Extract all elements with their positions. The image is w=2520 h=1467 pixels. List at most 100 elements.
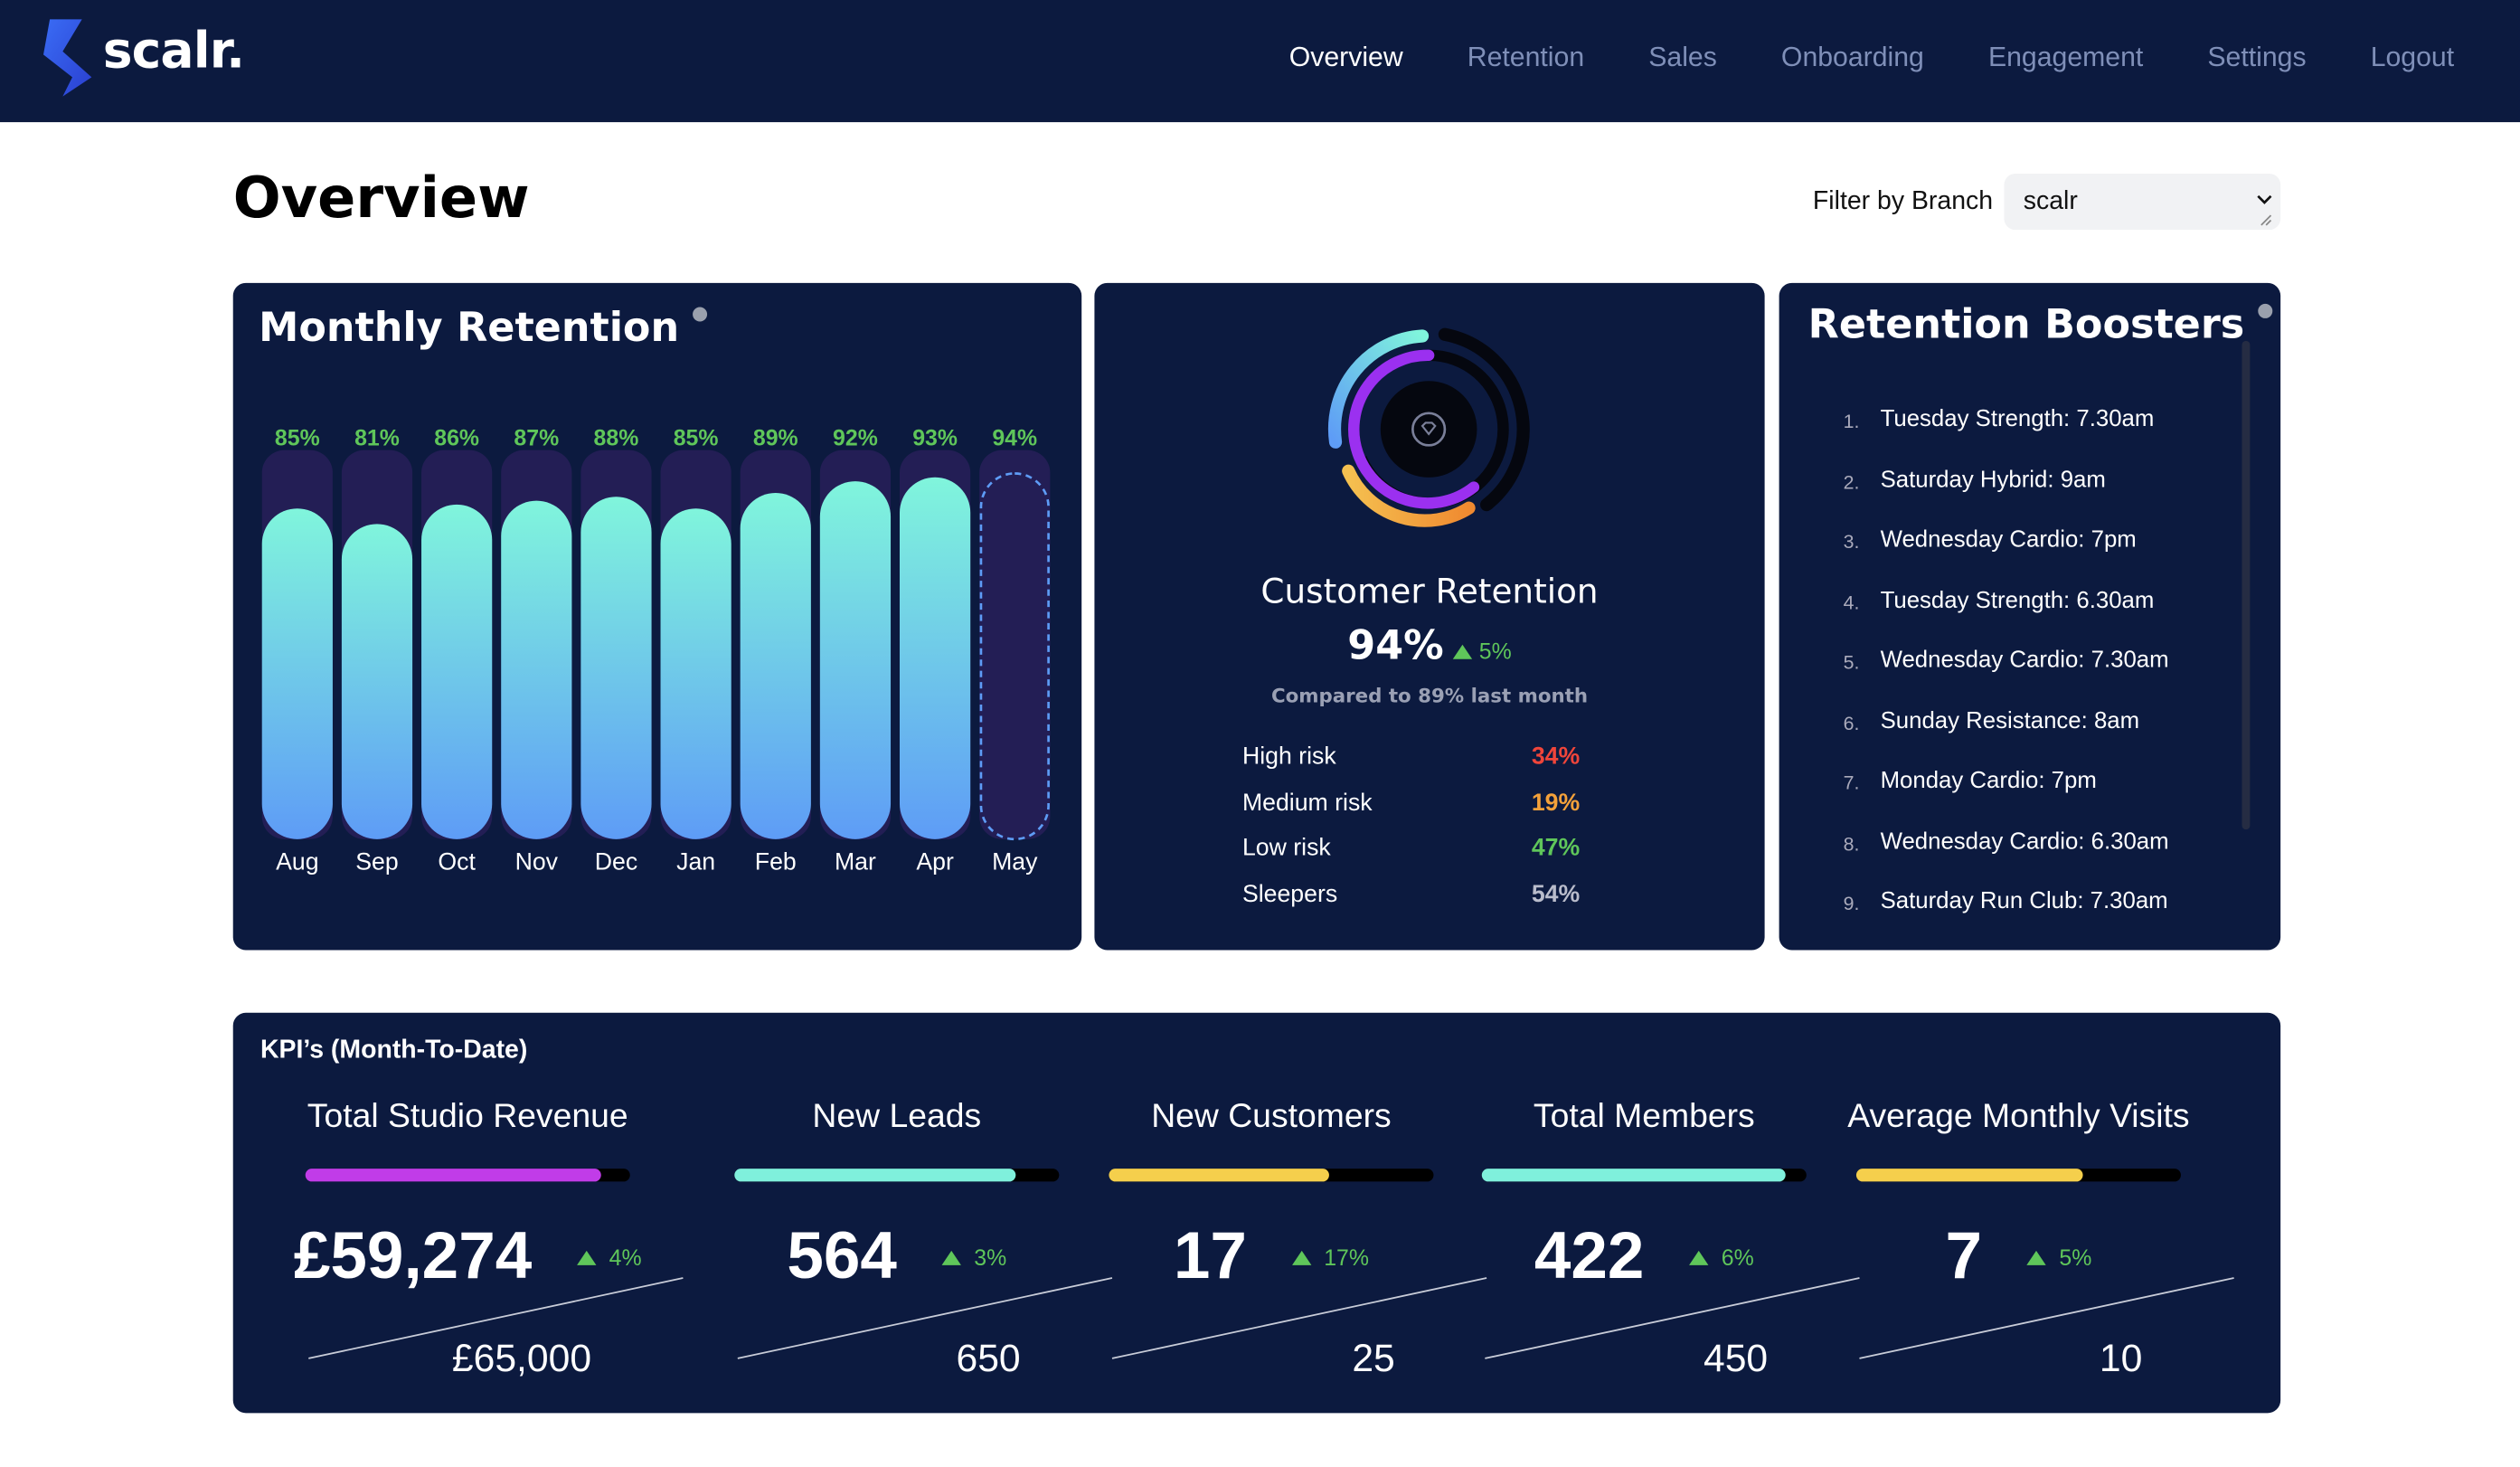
progress-track bbox=[305, 1169, 630, 1182]
progress-fill bbox=[734, 1169, 1016, 1182]
kpi-value: £59,274 bbox=[293, 1218, 533, 1293]
kpi: Total Members 422 6% 450 bbox=[1481, 1013, 1868, 1414]
divider bbox=[1485, 1277, 1860, 1359]
x-tick-label: May bbox=[992, 848, 1038, 875]
info-icon[interactable] bbox=[692, 307, 707, 322]
bar bbox=[341, 524, 413, 839]
up-arrow bbox=[1453, 644, 1473, 659]
risk-row: Sleepers 54% bbox=[1242, 880, 1580, 907]
nav-bar: scalr. Overview Retention Sales Onboarding E… bbox=[0, 0, 2520, 123]
kpi: Average Monthly Visits 7 5% 10 bbox=[1847, 1013, 2242, 1414]
divider-line bbox=[1485, 1277, 1860, 1359]
kpi-name: New Customers bbox=[1151, 1097, 1392, 1135]
scrollbar[interactable] bbox=[2242, 340, 2251, 830]
page-title: Overview bbox=[232, 166, 530, 232]
nav-item[interactable]: Logout bbox=[2370, 42, 2455, 72]
retention-chart-card: Monthly Retention 85% Aug 81% Sep 86% Oct 87% N… bbox=[232, 282, 1082, 951]
divider-line bbox=[1111, 1277, 1487, 1359]
logo[interactable]: scalr. bbox=[102, 22, 245, 80]
risk-value: 19% bbox=[1531, 788, 1581, 817]
risk-row: Low risk 47% bbox=[1242, 834, 1580, 861]
customer-retention-card: Customer Retention 94% 5% Compared to 89… bbox=[1094, 282, 1765, 951]
bar-chart: 85% Aug 81% Sep 86% Oct 87% Nov 88% Dec 85% Jan 89% F… bbox=[261, 425, 1051, 875]
up-arrow bbox=[941, 1249, 962, 1264]
retention-title: Customer Retention bbox=[1260, 572, 1599, 611]
divider bbox=[1859, 1277, 2234, 1359]
info-icon[interactable] bbox=[2257, 303, 2272, 318]
risk-label: Low risk bbox=[1241, 834, 1331, 862]
nav-item[interactable]: Onboarding bbox=[1780, 42, 1924, 72]
filter-label: Filter by Branch bbox=[1812, 187, 1994, 216]
bar bbox=[899, 477, 971, 839]
change-text: 5% bbox=[1478, 638, 1512, 665]
bar bbox=[740, 492, 811, 839]
booster-text: Monday Cardio: 7pm bbox=[1880, 768, 2097, 795]
nav-item[interactable]: Sales bbox=[1648, 42, 1717, 72]
risk-label: High risk bbox=[1241, 743, 1336, 771]
kpi-title: KPI’s (Month-To-Date) bbox=[260, 1036, 528, 1065]
retention-value-row: 94% 5% bbox=[1094, 622, 1764, 669]
nav-item[interactable]: Engagement bbox=[1987, 42, 2144, 72]
booster-item: Tuesday Strength: 6.30am bbox=[1779, 588, 2245, 623]
booster-item: Saturday Run Club: 7.30am bbox=[1779, 889, 2245, 916]
bar bbox=[421, 504, 493, 839]
kpi-target: 450 bbox=[1703, 1337, 1769, 1381]
nav-item[interactable]: Overview bbox=[1288, 42, 1403, 72]
boosters-card: Retention Boosters Tuesday Strength: 7.3… bbox=[1779, 282, 2281, 951]
comparison: Compared to 89% last month bbox=[1270, 685, 1589, 708]
value-label: 94% bbox=[992, 425, 1037, 450]
progress-fill bbox=[1481, 1169, 1787, 1182]
x-tick-label: Aug bbox=[276, 848, 318, 875]
x-tick-label: Mar bbox=[835, 848, 876, 875]
change-text: 3% bbox=[974, 1243, 1007, 1270]
bar bbox=[261, 508, 333, 839]
booster-number bbox=[1779, 591, 1860, 613]
kpi-target: 25 bbox=[1352, 1337, 1395, 1381]
logo-icon bbox=[42, 19, 92, 97]
bar bbox=[501, 500, 572, 839]
select-arrow bbox=[2257, 194, 2272, 226]
kpi: New Customers 17 17% 25 bbox=[1109, 1013, 1495, 1414]
progress-fill bbox=[305, 1169, 602, 1182]
progress-fill bbox=[1855, 1169, 2084, 1182]
value-label: 81% bbox=[354, 425, 400, 450]
booster-number bbox=[1779, 531, 1860, 554]
value-label: 89% bbox=[753, 425, 798, 450]
kpi: New Leads 564 3% 650 bbox=[734, 1013, 1120, 1414]
booster-item: Sunday Resistance: 8am bbox=[1779, 708, 2245, 743]
divider-line bbox=[1859, 1277, 2234, 1359]
value-label: 85% bbox=[275, 425, 320, 450]
divider-line bbox=[308, 1277, 684, 1359]
value-label: 87% bbox=[514, 425, 559, 450]
value-label: 93% bbox=[912, 425, 958, 450]
kpi-change: 5% bbox=[2026, 1244, 2091, 1269]
nav-item[interactable]: Settings bbox=[2207, 42, 2307, 72]
progress-fill bbox=[1109, 1169, 1330, 1182]
risk-label: Sleepers bbox=[1241, 880, 1338, 908]
x-tick-label: Oct bbox=[438, 848, 476, 875]
boosters-list: Tuesday Strength: 7.30am Saturday Hybrid:… bbox=[1779, 379, 2245, 916]
branch-select[interactable]: scalr bbox=[2004, 173, 2281, 231]
risk-value: 54% bbox=[1531, 880, 1581, 908]
up-arrow bbox=[2026, 1249, 2047, 1264]
card-title: Monthly Retention bbox=[259, 304, 707, 350]
booster-item: Monday Cardio: 7pm bbox=[1779, 769, 2245, 804]
nav-item[interactable]: Retention bbox=[1467, 42, 1585, 72]
x-tick-label: Nov bbox=[515, 848, 559, 875]
booster-item: Wednesday Cardio: 7pm bbox=[1779, 527, 2245, 563]
title-text: Retention Boosters bbox=[1807, 300, 2245, 347]
booster-text: Wednesday Cardio: 7.30am bbox=[1880, 648, 2169, 674]
change-text: 6% bbox=[1721, 1243, 1754, 1270]
value-label: 88% bbox=[594, 425, 639, 450]
bar-track bbox=[979, 450, 1051, 839]
up-arrow bbox=[1291, 1249, 1311, 1264]
kpi-change: 6% bbox=[1689, 1244, 1754, 1269]
bar bbox=[660, 508, 731, 839]
booster-text: Tuesday Strength: 7.30am bbox=[1880, 406, 2155, 433]
booster-number bbox=[1779, 712, 1860, 734]
up-arrow bbox=[1689, 1249, 1709, 1264]
bar bbox=[580, 497, 652, 839]
progress-track bbox=[1481, 1169, 1807, 1182]
booster-text: Saturday Run Club: 7.30am bbox=[1880, 888, 2168, 915]
